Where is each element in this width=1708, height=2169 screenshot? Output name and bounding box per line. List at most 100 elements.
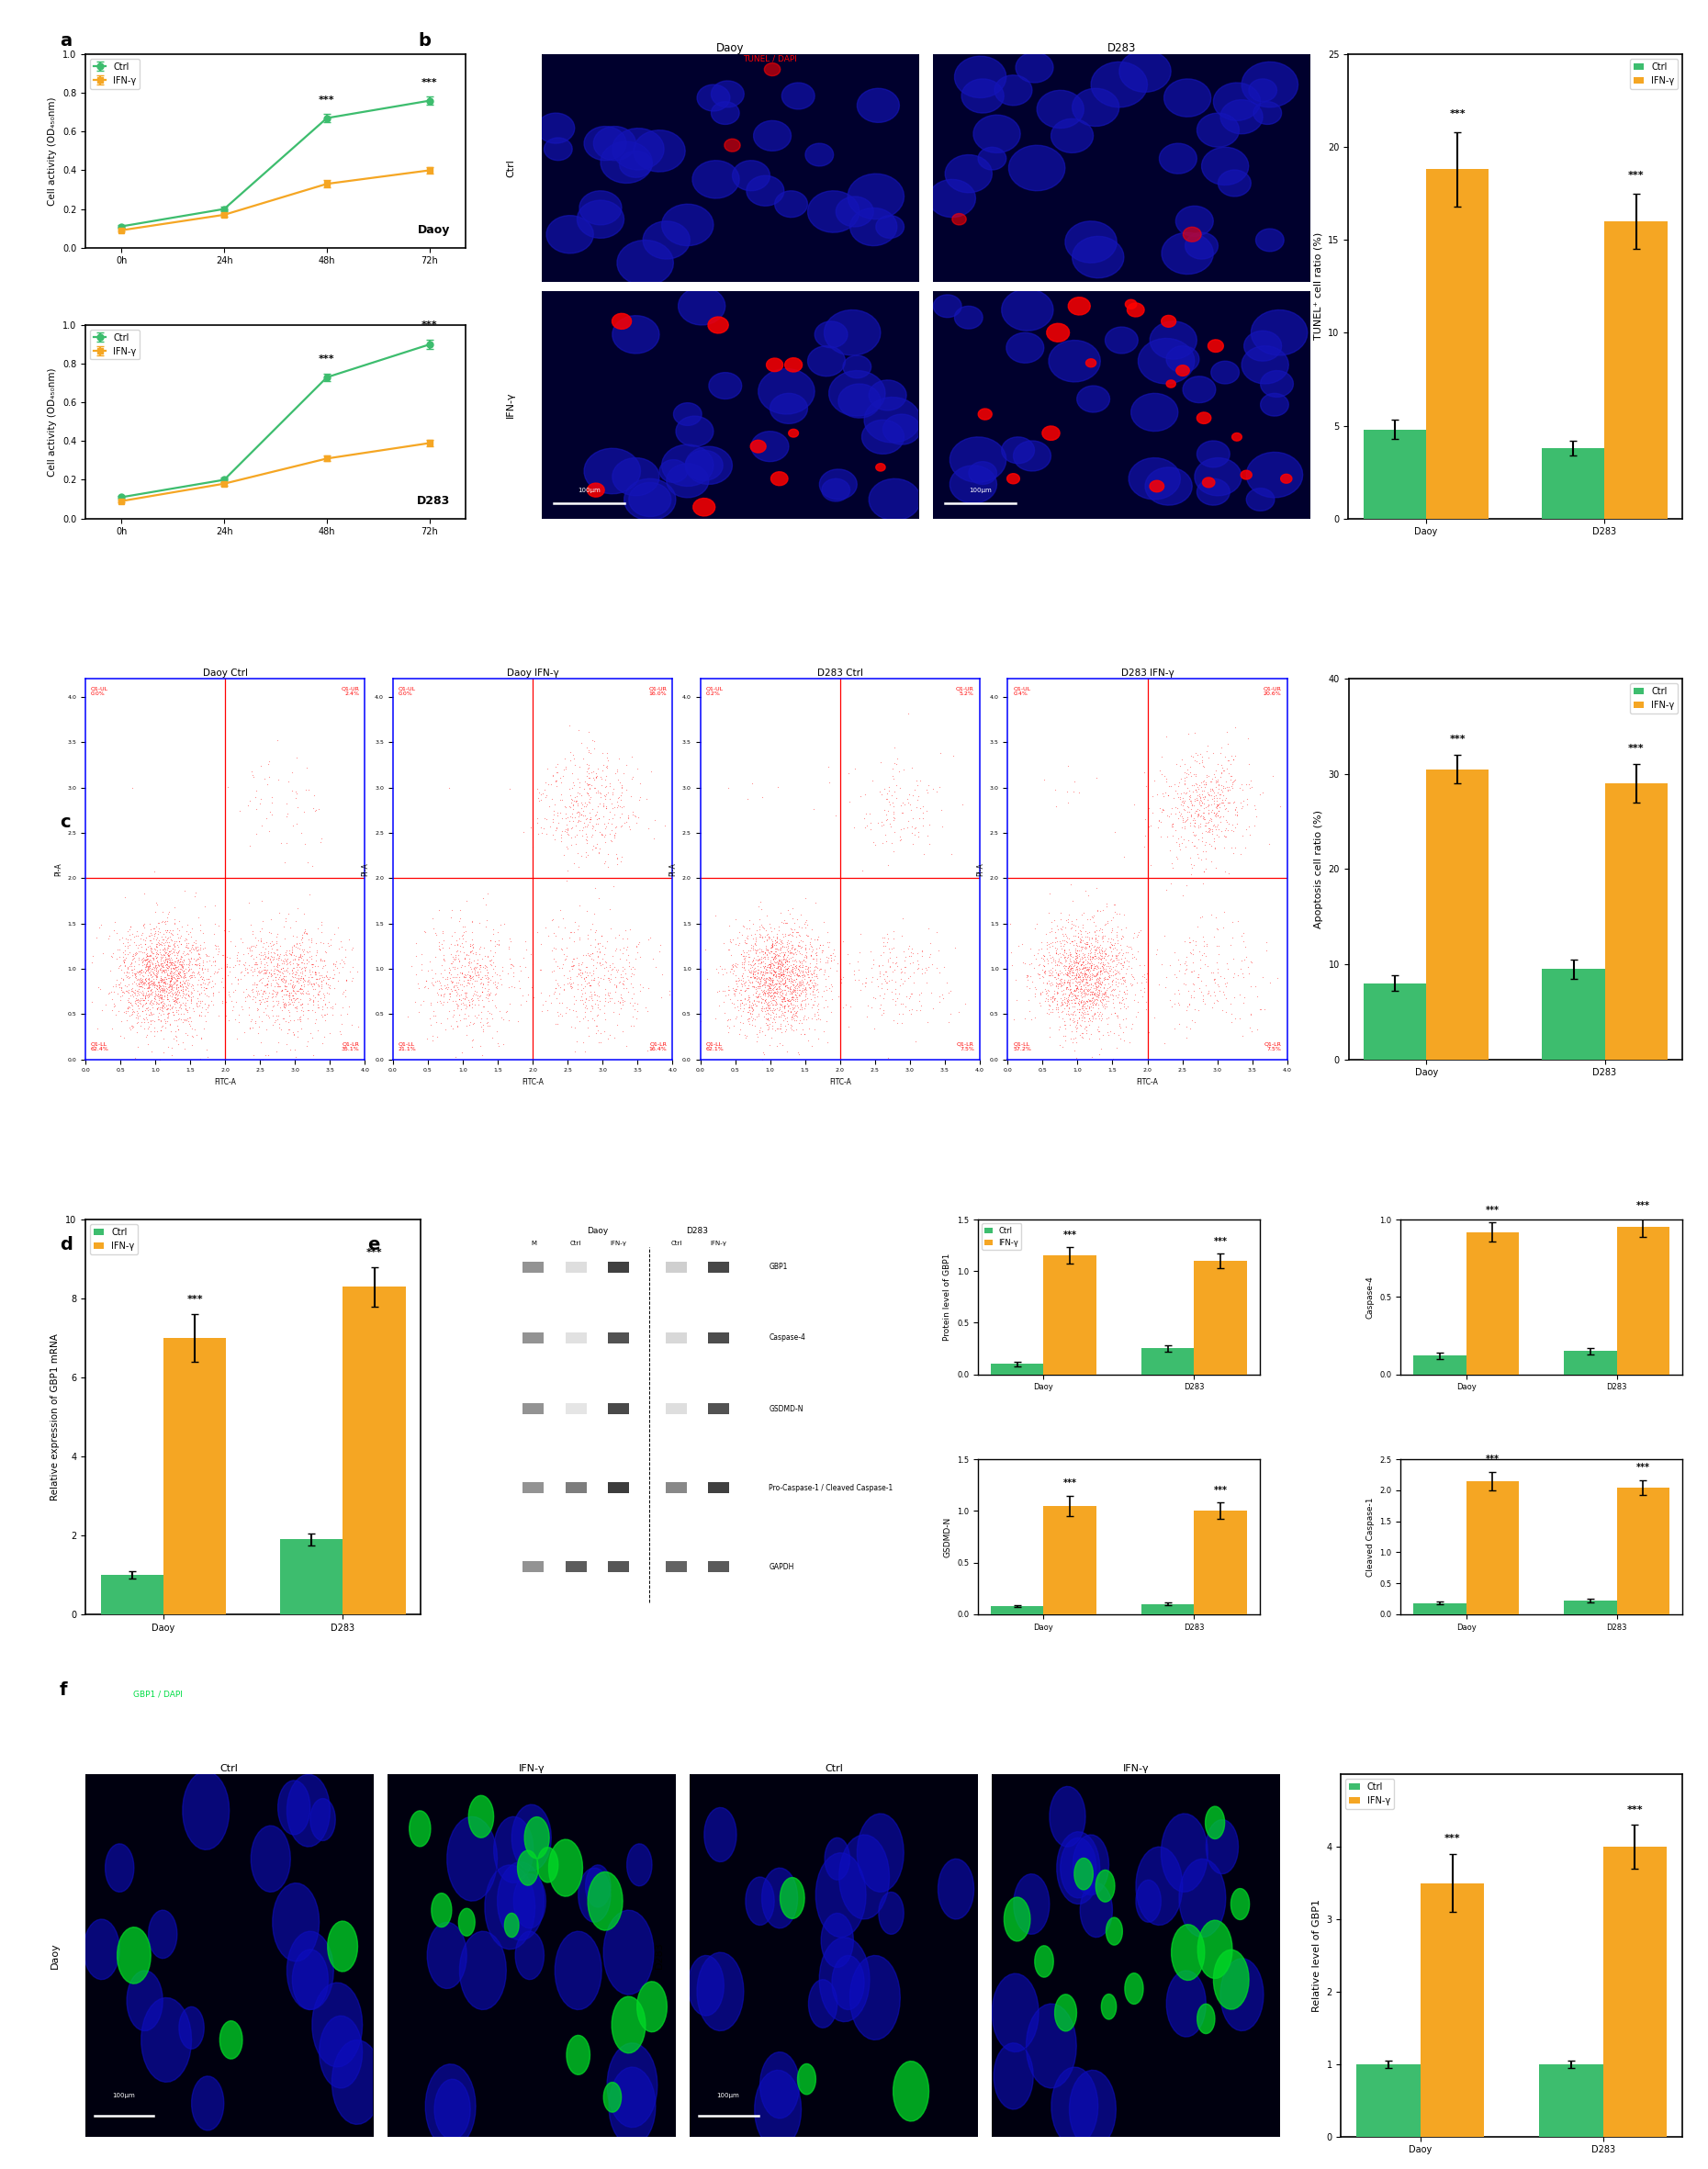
Point	[1074, 976, 1102, 1011]
Point	[133, 983, 161, 1017]
Point	[748, 939, 775, 974]
Point	[263, 946, 290, 980]
Point	[632, 991, 659, 1026]
Point	[767, 1011, 794, 1045]
Point	[1062, 1006, 1090, 1041]
Point	[762, 954, 789, 989]
Point	[1057, 937, 1085, 972]
Point	[284, 980, 311, 1015]
Point	[403, 957, 430, 991]
Point	[755, 920, 782, 954]
Point	[471, 957, 499, 991]
Point	[1189, 816, 1216, 850]
Point	[541, 813, 569, 848]
Point	[454, 948, 482, 983]
Point	[557, 961, 584, 996]
Point	[190, 924, 217, 959]
Point	[287, 961, 314, 996]
Point	[256, 759, 284, 794]
Point	[295, 922, 323, 957]
Point	[309, 948, 336, 983]
Point	[787, 946, 815, 980]
Point	[569, 972, 596, 1006]
Point	[617, 811, 644, 846]
Point	[786, 917, 813, 952]
Point	[147, 926, 174, 961]
Point	[287, 972, 314, 1006]
Point	[212, 985, 239, 1019]
Point	[1108, 948, 1136, 983]
Point	[161, 904, 188, 939]
Point	[1179, 954, 1206, 989]
Point	[149, 948, 176, 983]
Point	[1081, 967, 1108, 1002]
Point	[777, 970, 804, 1004]
Point	[294, 963, 321, 998]
Point	[1172, 809, 1199, 844]
Point	[1170, 774, 1197, 809]
Point	[557, 785, 584, 820]
Point	[1201, 831, 1228, 865]
Point	[777, 972, 804, 1006]
Point	[852, 970, 880, 1004]
Point	[173, 954, 200, 989]
Point	[791, 959, 818, 993]
Polygon shape	[1167, 380, 1175, 388]
Point	[791, 944, 818, 978]
Point	[576, 785, 603, 820]
Point	[102, 941, 130, 976]
Point	[752, 931, 779, 965]
Point	[1073, 961, 1100, 996]
Point	[1197, 816, 1225, 850]
Point	[150, 989, 178, 1024]
Point	[1057, 909, 1085, 944]
Point	[224, 961, 251, 996]
Point	[799, 967, 827, 1002]
Point	[1163, 746, 1190, 781]
Point	[750, 1035, 777, 1069]
Point	[97, 983, 125, 1017]
Point	[114, 989, 142, 1024]
Point	[147, 1002, 174, 1037]
Point	[528, 777, 555, 811]
Polygon shape	[126, 1969, 162, 2030]
Point	[1189, 744, 1216, 779]
Point	[752, 983, 779, 1017]
Point	[1074, 941, 1102, 976]
Polygon shape	[839, 384, 881, 419]
Point	[1151, 920, 1179, 954]
Point	[787, 931, 815, 965]
Point	[149, 993, 176, 1028]
Point	[1196, 974, 1223, 1009]
Point	[126, 965, 154, 1000]
Point	[152, 904, 179, 939]
Point	[570, 809, 598, 844]
Point	[94, 976, 121, 1011]
Point	[113, 954, 140, 989]
Point	[613, 941, 640, 976]
Point	[159, 976, 186, 1011]
Point	[511, 816, 538, 850]
Point	[471, 989, 499, 1024]
Point	[757, 972, 784, 1006]
Point	[541, 748, 569, 783]
Point	[767, 987, 794, 1022]
Point	[263, 933, 290, 967]
Point	[745, 902, 772, 937]
Point	[477, 933, 504, 967]
Point	[775, 961, 803, 996]
Bar	[1465, 1481, 1518, 1614]
Polygon shape	[798, 2063, 816, 2095]
Point	[601, 818, 629, 852]
Point	[757, 1006, 784, 1041]
Point	[1098, 944, 1126, 978]
Point	[436, 976, 463, 1011]
Point	[120, 974, 147, 1009]
Point	[523, 800, 550, 835]
Point	[150, 954, 178, 989]
Point	[753, 985, 781, 1019]
Point	[449, 1035, 477, 1069]
Point	[801, 959, 828, 993]
Point	[1052, 1011, 1079, 1045]
Point	[1173, 1009, 1201, 1043]
